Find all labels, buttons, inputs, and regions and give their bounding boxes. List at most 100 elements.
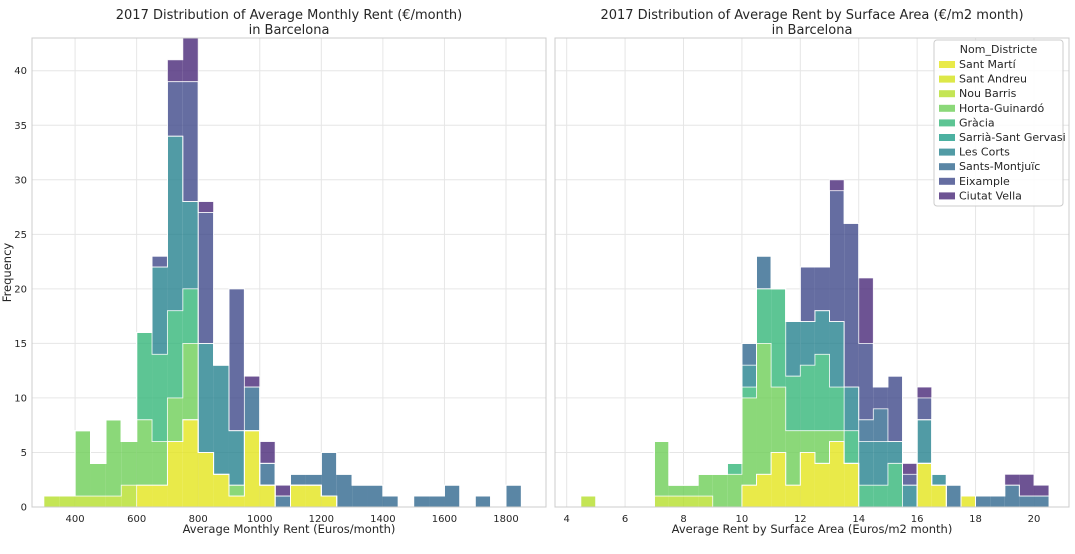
chart-title: 2017 Distribution of Average Rent by Sur… [600, 8, 1023, 23]
histogram-bar [321, 452, 337, 497]
histogram-bar [931, 474, 947, 486]
histogram-bar [75, 496, 91, 507]
histogram-bar [873, 408, 888, 442]
histogram-bar [182, 81, 199, 202]
histogram-bar [741, 387, 757, 398]
histogram-bar [259, 441, 276, 464]
histogram-bar [1004, 474, 1020, 486]
legend-label: Eixample [959, 175, 1010, 188]
histogram-bar [917, 419, 932, 464]
legend-label: Les Corts [959, 146, 1010, 159]
histogram-bar [800, 365, 815, 431]
legend-label: Horta-Guinardó [959, 102, 1045, 115]
histogram-bar [367, 485, 383, 507]
histogram-bar [698, 496, 713, 507]
histogram-bar [800, 267, 815, 322]
histogram-bar [858, 419, 874, 442]
histogram-bar [814, 267, 830, 311]
y-tick-label: 40 [14, 66, 27, 77]
histogram-bar [152, 441, 168, 486]
histogram-bar [800, 321, 815, 366]
histogram-bar [771, 387, 786, 453]
legend-label: Sant Andreu [959, 73, 1027, 86]
histogram-bar [444, 485, 460, 507]
histogram-bar [152, 354, 168, 442]
histogram-bar [800, 430, 815, 453]
histogram-bar [887, 376, 903, 442]
y-tick-label: 25 [14, 230, 27, 241]
histogram-bar [198, 201, 214, 213]
histogram-bar [873, 387, 888, 409]
x-tick-label: 1800 [493, 514, 518, 525]
histogram-bar [960, 496, 976, 507]
legend-label: Sants-Montjuïc [959, 160, 1040, 173]
histogram-bar [741, 343, 757, 366]
histogram-bar [167, 397, 183, 442]
x-tick-label: 10 [736, 514, 749, 525]
histogram-bar [990, 496, 1005, 507]
histogram-bar [152, 267, 168, 355]
histogram-bar [90, 463, 106, 497]
histogram-bar [182, 343, 199, 420]
histogram-bar [382, 496, 399, 507]
x-tick-label: 18 [969, 514, 982, 525]
histogram-bar [771, 288, 786, 388]
histogram-bar [136, 419, 153, 486]
histogram-bar [887, 463, 903, 507]
x-tick-label: 1400 [370, 514, 395, 525]
histogram-bar [244, 376, 260, 388]
legend-label: Sarrià-Sant Gervasi [959, 131, 1066, 144]
histogram-bar [741, 397, 757, 486]
legend-swatch [939, 119, 955, 127]
histogram-bar [244, 430, 260, 507]
histogram-bar [668, 496, 684, 507]
histogram-bar [75, 430, 91, 497]
histogram-bar [698, 474, 713, 497]
histogram-bar [654, 496, 669, 507]
histogram-bar [683, 496, 699, 507]
legend-swatch [939, 148, 955, 156]
histogram-bar [275, 496, 291, 507]
x-tick-label: 12 [794, 514, 807, 525]
histogram-bar [917, 463, 932, 507]
legend-swatch [939, 192, 955, 200]
histogram-bar [829, 190, 845, 322]
histogram-bar [887, 441, 903, 464]
histogram-bar [814, 354, 830, 431]
histogram-bar [182, 419, 199, 507]
histogram-bar [290, 485, 306, 507]
histogram-bar [727, 474, 742, 507]
histogram-bar [844, 430, 859, 464]
legend-swatch [939, 134, 955, 141]
histogram-bar [198, 452, 214, 507]
legend-label: Ciutat Vella [959, 189, 1022, 202]
histogram-bar [136, 485, 153, 507]
histogram-bar [785, 376, 801, 431]
histogram-bar [167, 81, 183, 137]
axes-frame [31, 37, 547, 508]
legend-title: Nom_Districte [960, 43, 1038, 56]
histogram-bar [814, 430, 830, 464]
histogram-bar [105, 496, 122, 507]
histogram-bar [105, 419, 122, 497]
histogram-bar [785, 321, 801, 377]
histogram-bar [858, 277, 874, 344]
histogram-bar [931, 485, 947, 507]
histogram-bar [756, 288, 772, 344]
x-axis-label: Average Monthly Rent (Euros/month) [183, 522, 396, 536]
histogram-bar [475, 496, 491, 507]
legend-swatch [939, 75, 955, 83]
x-tick-label: 1000 [247, 514, 272, 525]
histogram-bar [429, 496, 445, 507]
histogram-bar [917, 397, 932, 420]
histogram-bar [228, 288, 245, 431]
histogram-bar [44, 496, 60, 507]
x-tick-label: 4 [563, 514, 569, 525]
histogram-bar [654, 441, 669, 497]
histogram-bar [975, 496, 991, 507]
histogram-bar [305, 474, 322, 486]
histogram-bar [121, 441, 137, 486]
histogram-bar [741, 365, 757, 388]
